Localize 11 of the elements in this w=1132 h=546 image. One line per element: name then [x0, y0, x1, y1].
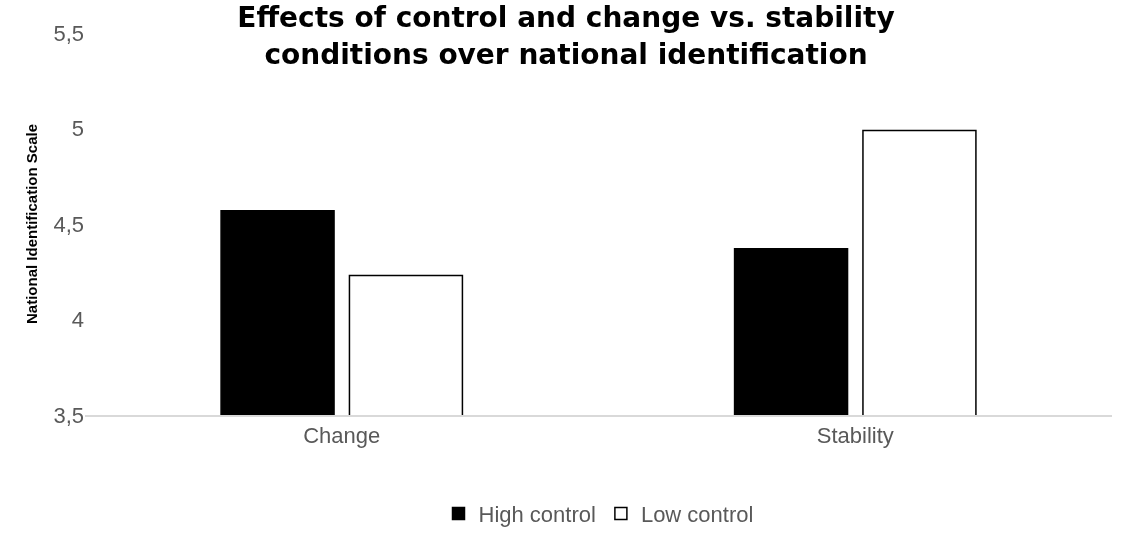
x-tick-label: Change — [303, 423, 381, 449]
y-tick-label: 5 — [71, 116, 84, 142]
y-tick-label: 4,5 — [53, 211, 84, 237]
x-tick-label: Stability — [816, 423, 894, 449]
y-tick-label: 3,5 — [53, 402, 84, 428]
legend-label: High control — [478, 501, 596, 527]
legend-label: Low control — [640, 501, 754, 527]
chart-title: Effects of control and change vs. stability conditions over national identification — [237, 1, 895, 71]
y-tick-label: 4 — [71, 307, 84, 333]
y-axis-title: National Identification Scale — [22, 123, 40, 325]
y-tick-label: 5,5 — [53, 20, 84, 46]
